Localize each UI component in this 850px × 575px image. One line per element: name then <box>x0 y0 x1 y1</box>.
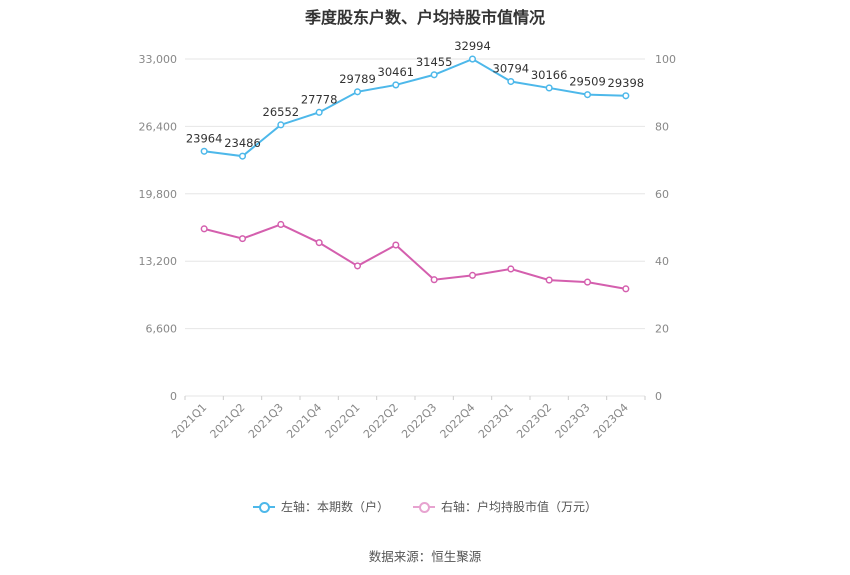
x-axis: 2021Q12021Q22021Q32021Q42022Q12022Q22022… <box>169 396 646 441</box>
data-label: 29398 <box>608 76 645 90</box>
series-line-holders <box>204 57 626 158</box>
data-label: 29509 <box>569 75 606 89</box>
left-tick-label: 33,000 <box>139 53 178 66</box>
data-point-holders <box>200 147 208 155</box>
x-tick-label: 2023Q1 <box>476 401 516 441</box>
data-point-holders <box>583 91 592 99</box>
data-point-holders <box>622 92 630 100</box>
data-point-holders <box>238 152 247 160</box>
data-point-holders <box>315 108 323 116</box>
data-point-holders <box>430 71 438 79</box>
data-point-market-value <box>430 276 438 284</box>
data-label: 30794 <box>493 62 530 76</box>
legend-item-right-series[interactable]: 右轴：户均持股市值（万元） <box>413 498 597 515</box>
right-tick-label: 40 <box>655 255 669 268</box>
data-point-holders <box>353 88 362 96</box>
x-tick-label: 2021Q4 <box>284 401 324 441</box>
left-tick-label: 13,200 <box>139 255 178 268</box>
data-point-market-value <box>353 262 362 270</box>
data-point-market-value <box>277 220 285 229</box>
data-label: 26552 <box>263 105 300 119</box>
right-axis: 0 20 40 60 80 100 <box>655 53 676 403</box>
data-point-market-value <box>507 265 515 273</box>
x-tick-label: 2023Q2 <box>514 401 554 441</box>
data-label: 23964 <box>186 131 223 145</box>
x-tick-label: 2023Q4 <box>591 401 631 441</box>
x-tick-label: 2022Q4 <box>438 401 478 441</box>
data-point-market-value <box>200 225 208 233</box>
right-tick-label: 80 <box>655 120 669 133</box>
x-tick-label: 2022Q1 <box>323 401 363 441</box>
right-tick-label: 60 <box>655 188 669 201</box>
right-tick-label: 20 <box>655 323 669 336</box>
right-tick-label: 100 <box>655 53 676 66</box>
x-tick-label: 2021Q1 <box>169 401 209 441</box>
data-label: 31455 <box>416 55 453 69</box>
x-tick-label: 2021Q2 <box>208 401 248 441</box>
left-tick-label: 26,400 <box>139 120 178 133</box>
legend: 左轴：本期数（户） 右轴：户均持股市值（万元） <box>0 498 850 515</box>
data-point-holders <box>392 81 400 89</box>
data-point-market-value <box>583 278 592 286</box>
legend-marker-blue-icon <box>252 501 275 513</box>
data-point-market-value <box>315 239 323 247</box>
x-tick-label: 2022Q2 <box>361 401 401 441</box>
legend-label-right-series: 右轴：户均持股市值（万元） <box>441 500 598 514</box>
data-point-market-value <box>622 285 630 293</box>
data-label: 32994 <box>454 39 491 53</box>
chart-title: 季度股东户数、户均持股市值情况 <box>304 8 545 27</box>
data-point-market-value <box>392 241 400 249</box>
data-point-holders <box>507 77 515 86</box>
data-label: 23486 <box>224 136 261 150</box>
series-layer <box>200 55 630 293</box>
legend-label-left-series: 左轴：本期数（户） <box>280 500 389 514</box>
source-note: 数据来源：恒生聚源 <box>368 549 482 564</box>
chart-canvas: 0 6,600 13,200 19,800 26,400 33,000 0 20 40 60 80… <box>139 39 677 441</box>
data-label: 29789 <box>339 72 376 86</box>
legend-marker-pink-icon <box>413 501 435 513</box>
legend-item-left-series[interactable]: 左轴：本期数（户） <box>252 498 389 515</box>
x-tick-label: 2023Q3 <box>553 401 593 441</box>
data-label: 30166 <box>531 68 568 82</box>
x-tick-label: 2022Q3 <box>399 401 439 441</box>
left-tick-label: 19,800 <box>139 188 178 201</box>
data-point-market-value <box>545 276 553 284</box>
data-point-market-value <box>238 235 247 243</box>
left-tick-label: 6,600 <box>146 323 178 336</box>
data-point-holders <box>468 55 477 63</box>
data-label: 27778 <box>301 92 338 106</box>
data-point-market-value <box>468 271 477 279</box>
data-point-holders <box>545 84 553 92</box>
data-label: 30461 <box>378 65 415 79</box>
left-axis: 0 6,600 13,200 19,800 26,400 33,000 <box>139 53 178 403</box>
right-tick-label: 0 <box>655 390 662 403</box>
grid-lines <box>185 58 645 397</box>
series-line-market-value <box>203 223 627 290</box>
left-tick-label: 0 <box>170 390 177 403</box>
x-tick-label: 2021Q3 <box>246 401 286 441</box>
data-point-holders <box>277 121 285 129</box>
